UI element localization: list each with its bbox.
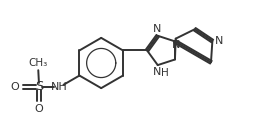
Text: N: N [172, 40, 180, 50]
Text: H: H [161, 68, 168, 78]
Text: S: S [35, 81, 43, 93]
Text: N: N [153, 24, 162, 34]
Text: N: N [153, 67, 162, 77]
Text: O: O [35, 104, 43, 114]
Text: NH: NH [51, 82, 68, 92]
Text: N: N [214, 36, 223, 46]
Text: O: O [10, 82, 19, 92]
Text: CH₃: CH₃ [29, 58, 48, 68]
